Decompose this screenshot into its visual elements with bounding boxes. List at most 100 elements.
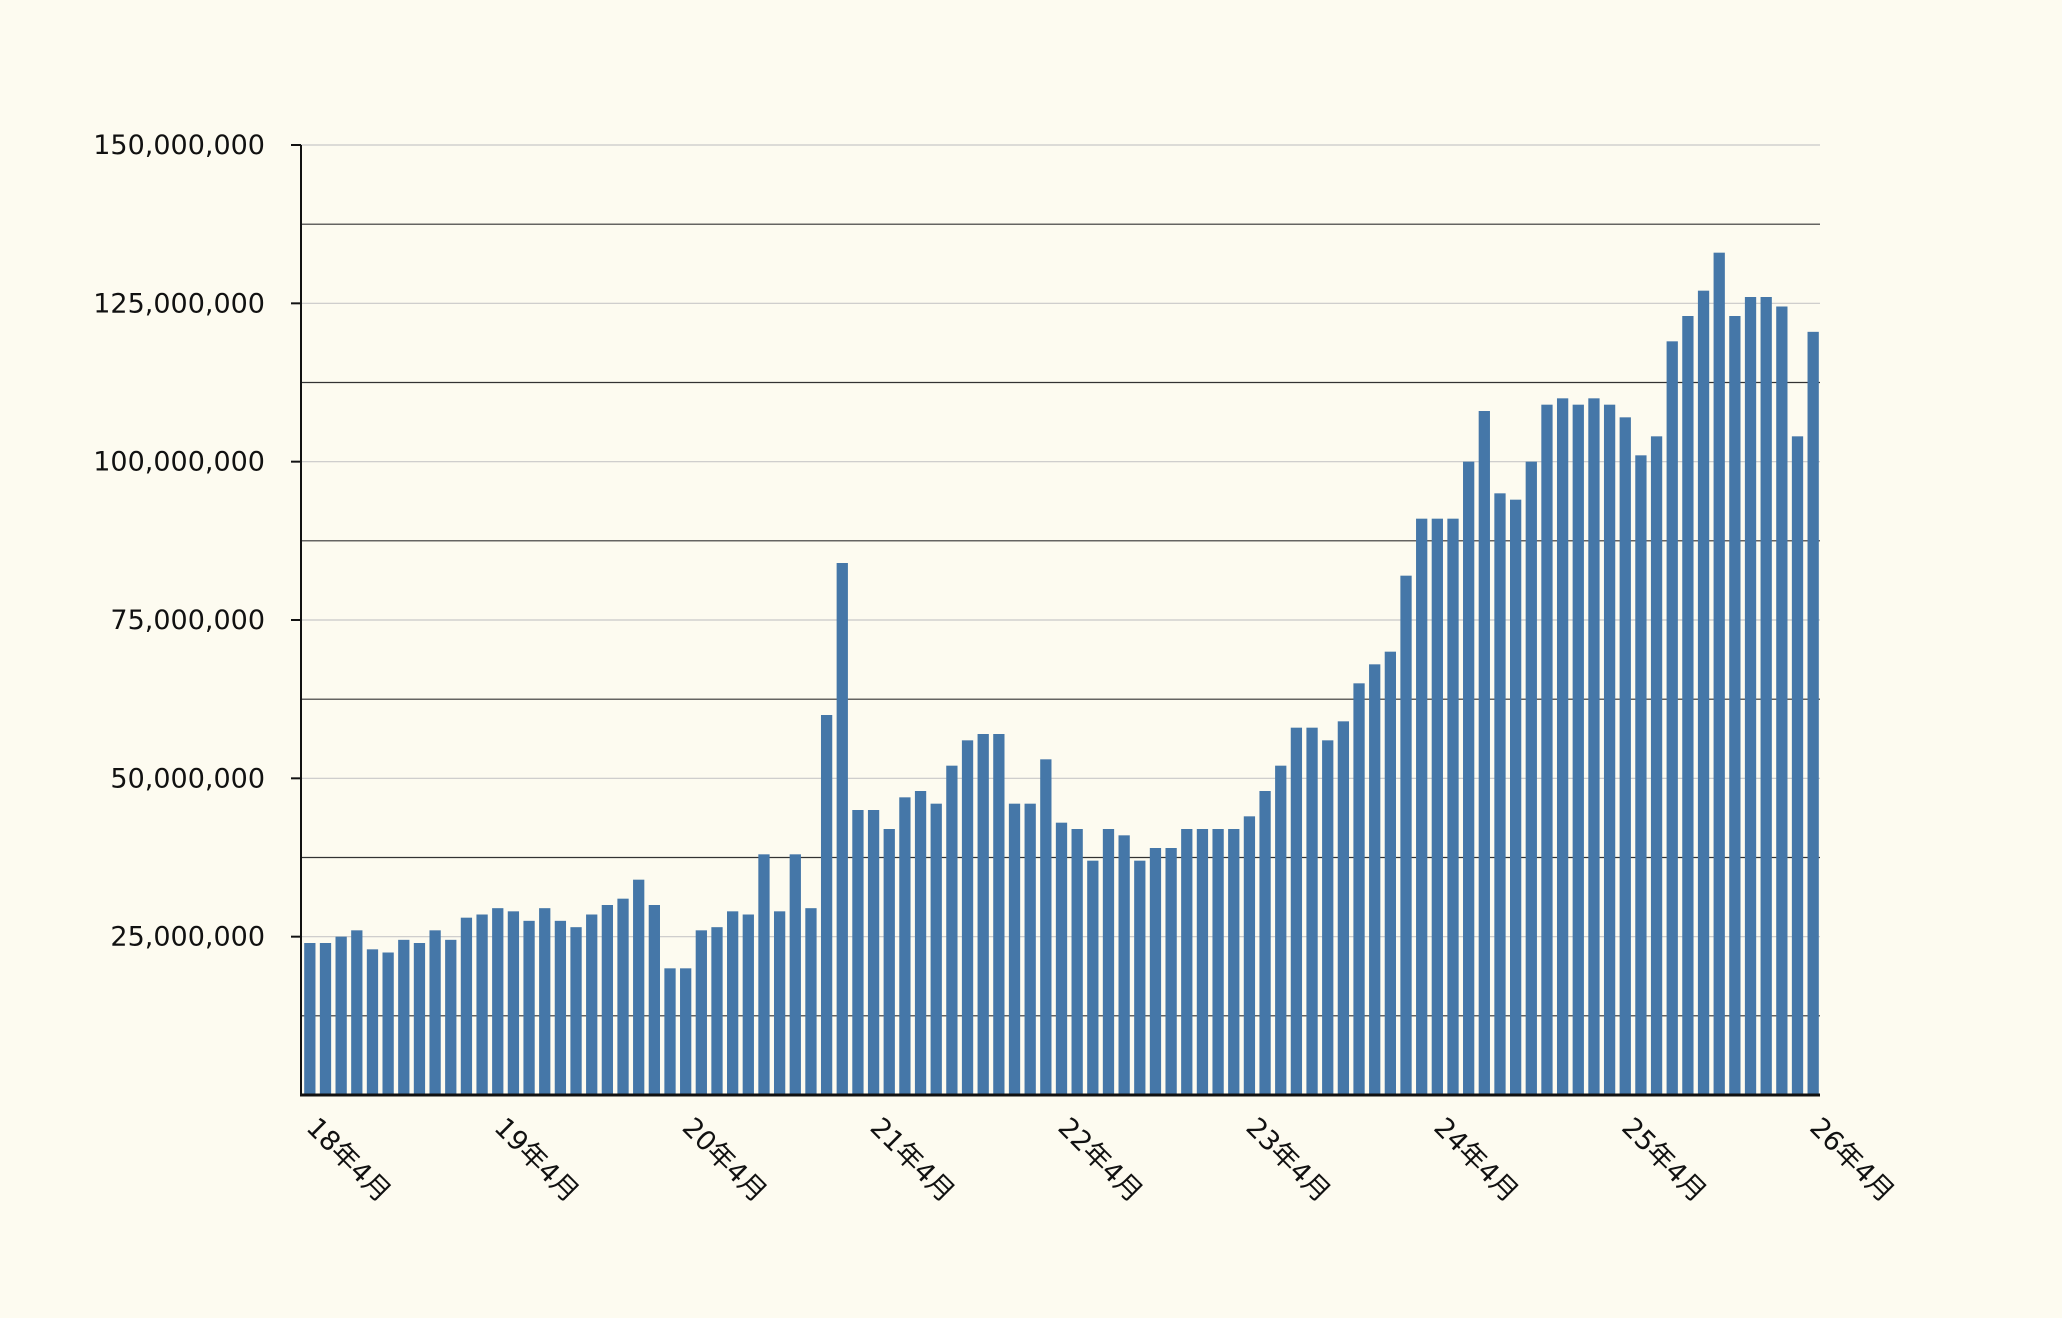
bar [1744,297,1757,1095]
bar [1556,398,1569,1096]
bar [1572,404,1584,1095]
bar [570,927,582,1095]
bar [492,908,504,1095]
bar [664,968,676,1095]
bar [398,939,410,1095]
bar [1212,829,1224,1095]
bar [1275,765,1287,1095]
bar [1118,835,1130,1095]
bar [1087,860,1099,1095]
bar [899,797,911,1095]
bar [1322,740,1334,1095]
y-tick-label: 50,000,000 [110,763,265,794]
bar [1713,252,1725,1096]
bar [930,803,942,1095]
bar [727,911,739,1095]
bar [1760,297,1772,1095]
bar [758,854,770,1095]
bar [820,715,833,1095]
bar [1134,860,1146,1095]
bar [1541,404,1553,1095]
bar [507,911,520,1095]
bar [1463,461,1475,1095]
bar [601,905,614,1095]
bar [1149,848,1162,1095]
bar [1400,575,1412,1095]
bar [836,563,848,1095]
bar [539,908,551,1095]
bar [1228,829,1240,1095]
bar [1619,417,1631,1096]
bar [351,930,363,1095]
bar [993,734,1005,1095]
bar [1353,683,1365,1095]
bar [445,939,457,1095]
bar-series [304,252,1819,1096]
bar [633,879,645,1095]
bar [1776,306,1788,1095]
bar [1650,436,1663,1096]
bar [1384,651,1396,1095]
bar [429,930,441,1095]
bar [711,927,723,1095]
bar [1666,341,1678,1096]
bar [1306,727,1318,1095]
bar [1603,404,1616,1095]
bar [366,949,379,1095]
bar [1431,518,1443,1095]
bar [319,943,332,1095]
bar [1055,822,1068,1095]
axes [300,145,1820,1097]
bar [1588,398,1600,1096]
bar [1290,727,1303,1095]
bar [554,920,567,1095]
bar [1008,803,1021,1095]
bar [852,810,864,1095]
y-tick-label: 150,000,000 [93,130,265,161]
bar [1697,290,1710,1095]
bar [460,917,473,1095]
bar [335,936,347,1095]
bar [1510,499,1522,1095]
bar [914,791,927,1095]
bar [1369,664,1381,1095]
bar [476,914,488,1095]
bar [1024,803,1036,1095]
bar [617,898,629,1095]
y-tick-label: 100,000,000 [93,447,265,478]
bar [805,908,817,1095]
bar [789,854,801,1095]
bar [382,952,394,1095]
y-tick-label: 75,000,000 [110,605,265,636]
bar [1525,461,1537,1095]
bar [1729,316,1741,1095]
bar [1243,816,1256,1095]
bar [1416,518,1428,1095]
bar [1337,721,1350,1095]
bar [413,943,426,1095]
bar [1478,411,1490,1095]
bar [1196,829,1209,1095]
bar [648,905,660,1095]
bar [1181,829,1193,1095]
bar [695,930,707,1095]
bar [946,765,958,1095]
bar [977,734,989,1095]
bar [304,943,316,1095]
bar [1682,316,1694,1095]
bar [1494,493,1506,1096]
bar [883,829,895,1095]
bar [742,914,754,1095]
bar [1259,791,1271,1095]
bar [773,911,786,1095]
bar [1102,829,1115,1095]
y-tick-labels: 25,000,000 50,000,000 75,000,000 100,000,00… [93,130,265,953]
bar [1071,829,1083,1095]
bar [1165,848,1177,1095]
bar [961,740,974,1095]
bar [867,810,880,1095]
bar [1635,455,1647,1096]
bar [586,914,598,1095]
y-tick-label: 25,000,000 [110,922,265,953]
